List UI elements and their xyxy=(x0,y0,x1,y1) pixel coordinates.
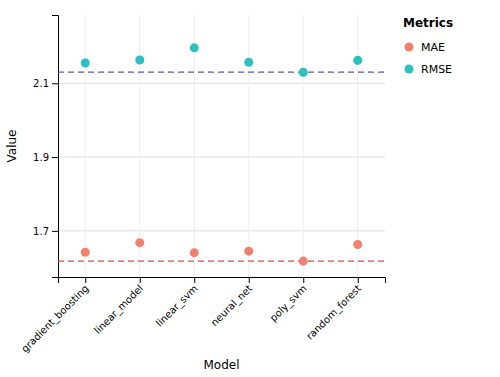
dot xyxy=(135,56,144,65)
legend-swatch xyxy=(404,64,413,73)
legend-title: Metrics xyxy=(403,16,453,30)
legend-label: MAE xyxy=(421,41,445,54)
x-grid-line xyxy=(85,15,86,277)
x-axis-title: Model xyxy=(203,358,239,372)
dot xyxy=(190,43,199,52)
chart: 1.7 1.9 2.1 gradient_boostinglinear_modelli… xyxy=(0,0,500,377)
x-tick-label: random_forest xyxy=(304,283,364,343)
dot xyxy=(299,257,308,266)
x-tick: neural_net xyxy=(209,277,255,329)
dot xyxy=(81,58,90,67)
marks xyxy=(58,43,385,265)
x-grid-line xyxy=(248,15,249,277)
y-tick-label: 1.7 xyxy=(33,226,49,237)
y-axis-title: Value xyxy=(5,130,19,163)
x-tick-label: neural_net xyxy=(209,283,255,329)
y-tick-mark xyxy=(52,231,58,232)
series xyxy=(81,238,363,265)
x-tick-label: linear_model xyxy=(92,283,146,337)
dot xyxy=(353,240,362,249)
y-tick-mark xyxy=(52,157,58,158)
x-tick-mark xyxy=(194,277,195,283)
y-axis: 1.7 1.9 2.1 xyxy=(33,16,58,278)
dot xyxy=(244,58,253,67)
y-axis-line xyxy=(52,16,59,278)
legend-item: MAE xyxy=(404,41,445,54)
x-axis: gradient_boostinglinear_modellinear_svmn… xyxy=(19,277,385,355)
series xyxy=(81,43,363,76)
dot xyxy=(81,248,90,257)
x-tick-label: linear_svm xyxy=(154,283,201,330)
x-tick-mark xyxy=(303,277,304,283)
y-tick-label: 1.9 xyxy=(33,152,49,163)
x-grid-line xyxy=(194,15,195,277)
x-tick-mark xyxy=(140,277,141,283)
y-tick: 1.7 xyxy=(33,226,58,237)
y-tick-mark xyxy=(52,83,58,84)
legend: Metrics MAE RMSE xyxy=(403,16,453,76)
x-tick: linear_model xyxy=(92,277,146,337)
x-tick-label: gradient_boosting xyxy=(19,283,91,355)
x-tick-label: poly_svm xyxy=(268,283,310,325)
dot xyxy=(135,238,144,247)
x-grid-line xyxy=(303,15,304,277)
dot xyxy=(299,68,308,77)
x-tick-mark xyxy=(358,277,359,283)
y-tick: 2.1 xyxy=(33,78,58,89)
grid xyxy=(58,15,385,277)
legend-swatch xyxy=(404,42,413,51)
y-grid-line xyxy=(58,83,385,84)
legend-item: RMSE xyxy=(404,63,452,76)
y-tick: 1.9 xyxy=(33,152,58,163)
plot: 1.7 1.9 2.1 gradient_boostinglinear_modelli… xyxy=(5,15,453,372)
x-grid-line xyxy=(357,15,358,277)
x-tick: random_forest xyxy=(304,277,364,342)
x-tick-mark xyxy=(249,277,250,283)
x-tick: poly_svm xyxy=(268,277,310,324)
x-tick: linear_svm xyxy=(154,277,201,329)
x-grid-line xyxy=(139,15,140,277)
x-tick: gradient_boosting xyxy=(19,277,91,355)
dot xyxy=(244,247,253,256)
dot xyxy=(353,56,362,65)
reference-line xyxy=(58,72,385,73)
dot xyxy=(190,248,199,257)
reference-line xyxy=(58,260,385,261)
y-tick-label: 2.1 xyxy=(33,78,49,89)
x-tick-mark xyxy=(85,277,86,283)
legend-label: RMSE xyxy=(421,63,452,76)
x-axis-line xyxy=(59,278,386,284)
y-grid-line xyxy=(58,230,385,231)
y-grid-line xyxy=(58,157,385,158)
